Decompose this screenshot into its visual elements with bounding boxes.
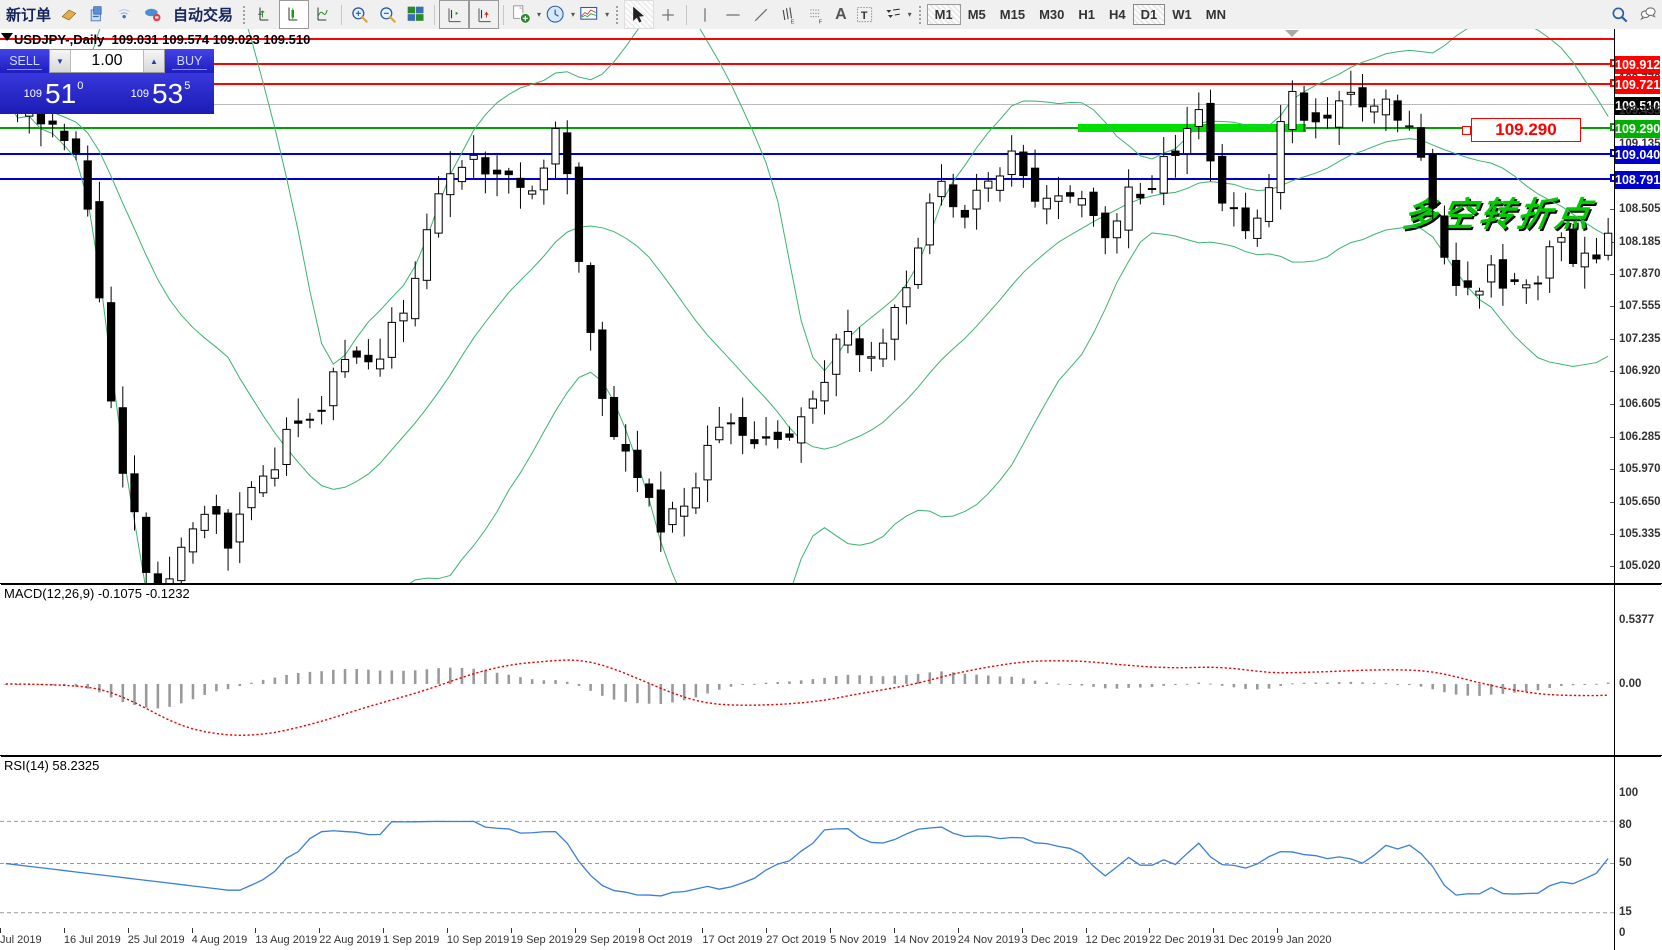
svg-text:T: T [860, 10, 867, 22]
svg-text:F: F [819, 19, 823, 25]
svg-text:E: E [791, 19, 795, 25]
